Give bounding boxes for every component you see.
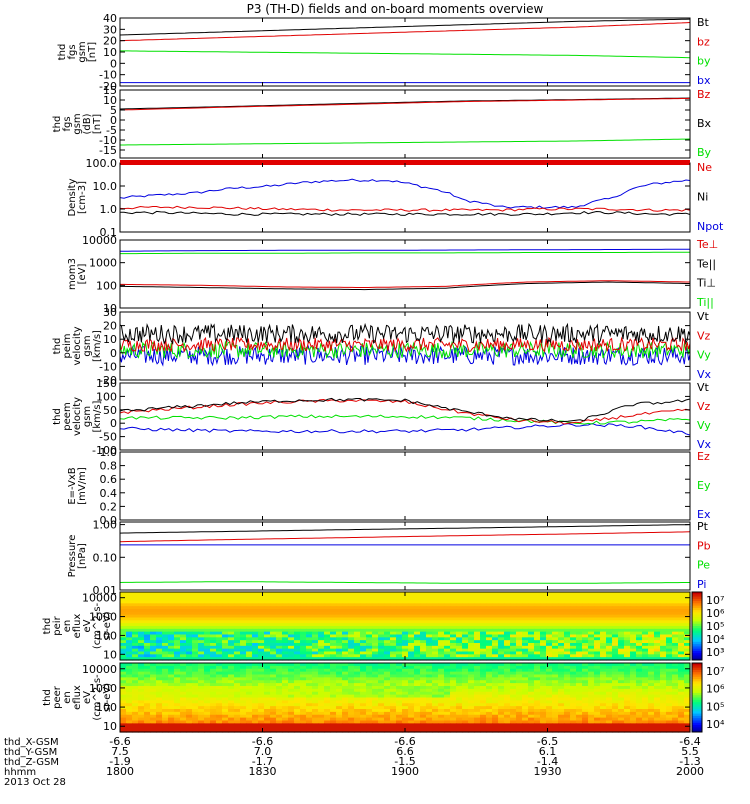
legend-entry: Pi <box>697 578 706 591</box>
y-tick-label: -15 <box>99 144 117 157</box>
series-line-Vx <box>120 424 690 436</box>
colorbar-9 <box>692 663 702 733</box>
colorbar-8 <box>692 592 702 661</box>
y-axis-label: [nPa] <box>77 543 88 569</box>
y-tick-label: 10000 <box>82 234 117 247</box>
legend-entry: Te|| <box>696 257 716 270</box>
legend-entry: Bt <box>697 16 710 29</box>
colorbar-tick-label: 10⁵ <box>706 700 724 713</box>
y-tick-label: 10.0 <box>93 180 118 193</box>
y-tick-label: 10000 <box>82 592 117 605</box>
legend-entry: Vt <box>697 381 710 394</box>
y-axis-label: [km/s] <box>92 330 103 362</box>
y-axis-label: [eV] <box>77 264 88 285</box>
series-line-Pb <box>120 532 690 542</box>
legend-entry: Vt <box>697 310 710 323</box>
series-line-Ni <box>120 211 690 215</box>
legend-entry: Bx <box>697 117 712 130</box>
legend-entry: Te⊥ <box>696 238 718 251</box>
legend-entry: Vz <box>697 400 711 413</box>
y-tick-label: 0.10 <box>93 551 118 564</box>
legend-entry: Ey <box>697 479 711 492</box>
panel-frame <box>120 452 690 520</box>
y-tick-label: 0 <box>110 417 117 430</box>
legend-entry: Pe <box>697 559 710 572</box>
colorbar-tick-label: 10⁶ <box>706 683 725 696</box>
y-tick-label: 1.0 <box>100 203 118 216</box>
spectrogram-9 <box>120 663 691 733</box>
y-tick-label: 30 <box>103 306 117 319</box>
panel-frame <box>120 163 690 232</box>
legend-entry: Ti|| <box>696 296 714 309</box>
legend-entry: Ni <box>697 191 708 204</box>
series-line-Ti⊥ <box>120 249 690 251</box>
series-line-bz <box>120 23 690 41</box>
colorbar-tick-label: 10⁷ <box>706 594 724 607</box>
y-tick-label: 10 <box>103 720 117 733</box>
panel-frame <box>120 90 690 158</box>
y-tick-label: 0.6 <box>100 473 118 486</box>
y-tick-label: 20 <box>103 320 117 333</box>
legend-entry: bz <box>697 35 710 48</box>
colorbar-tick-label: 10⁴ <box>706 633 725 646</box>
series-line-Vt <box>120 398 690 422</box>
y-tick-label: 10 <box>103 333 117 346</box>
series-line-By <box>120 139 690 145</box>
y-axis-label: sr-eV) <box>102 611 113 640</box>
legend-entry: Ne <box>697 161 712 174</box>
legend-entry: Ez <box>697 450 710 463</box>
colorbar-tick-label: 10⁶ <box>706 607 725 620</box>
series-line-by <box>120 51 690 58</box>
legend-entry: Ti⊥ <box>696 277 716 290</box>
y-axis-label: [nT] <box>87 42 98 62</box>
series-line-Vz <box>120 400 690 425</box>
series-line-Ne <box>120 206 690 211</box>
legend-entry: Vz <box>697 329 711 342</box>
y-tick-label: 10000 <box>82 663 117 676</box>
series-line-Npot <box>120 179 690 208</box>
y-tick-label: 0.4 <box>100 487 118 500</box>
series-line-Ti|| <box>120 252 690 253</box>
y-tick-label: 0.2 <box>100 500 118 513</box>
series-line-Vy <box>120 415 690 424</box>
y-axis-label: [cm-3] <box>77 181 88 214</box>
colorbar-tick-label: 10⁴ <box>706 718 725 731</box>
y-axis-label: [nT] <box>92 114 103 134</box>
y-tick-label: 50 <box>103 404 117 417</box>
legend-entry: Pb <box>697 539 711 552</box>
y-tick-label: 0 <box>110 347 117 360</box>
legend-entry: Vx <box>697 368 712 381</box>
colorbar-tick-label: 10³ <box>706 646 724 659</box>
legend-entry: Pt <box>697 520 709 533</box>
y-tick-label: 1000 <box>89 257 117 270</box>
series-line-Vz <box>120 338 690 352</box>
colorbar-tick-label: 10⁵ <box>706 620 724 633</box>
y-axis-label: sr-eV) <box>102 683 113 712</box>
legend-entry: Bz <box>697 88 711 101</box>
legend-entry: Vy <box>697 419 711 432</box>
legend-entry: Npot <box>697 220 724 233</box>
spectrogram-8 <box>120 592 691 661</box>
legend-entry: Vy <box>697 349 711 362</box>
colorbar-tick-label: 10⁷ <box>706 665 724 678</box>
legend-entry: bx <box>697 74 711 87</box>
y-tick-label: 100.0 <box>86 157 118 170</box>
series-line-Pe <box>120 582 690 584</box>
y-axis-label: [mV/m] <box>77 467 88 505</box>
legend-entry: By <box>697 146 712 159</box>
series-line-Bz <box>120 98 690 110</box>
legend-entry: by <box>697 55 711 68</box>
y-tick-label: 150 <box>96 377 117 390</box>
chart-title: P3 (TH-D) fields and on-board moments ov… <box>247 2 544 16</box>
y-tick-label: 0.8 <box>100 460 118 473</box>
y-tick-label: 1.0 <box>100 446 118 459</box>
y-tick-label: 1.00 <box>93 519 118 532</box>
y-tick-label: 100 <box>96 279 117 292</box>
y-axis-label: [km/s] <box>92 400 103 432</box>
y-tick-label: 10 <box>103 648 117 661</box>
